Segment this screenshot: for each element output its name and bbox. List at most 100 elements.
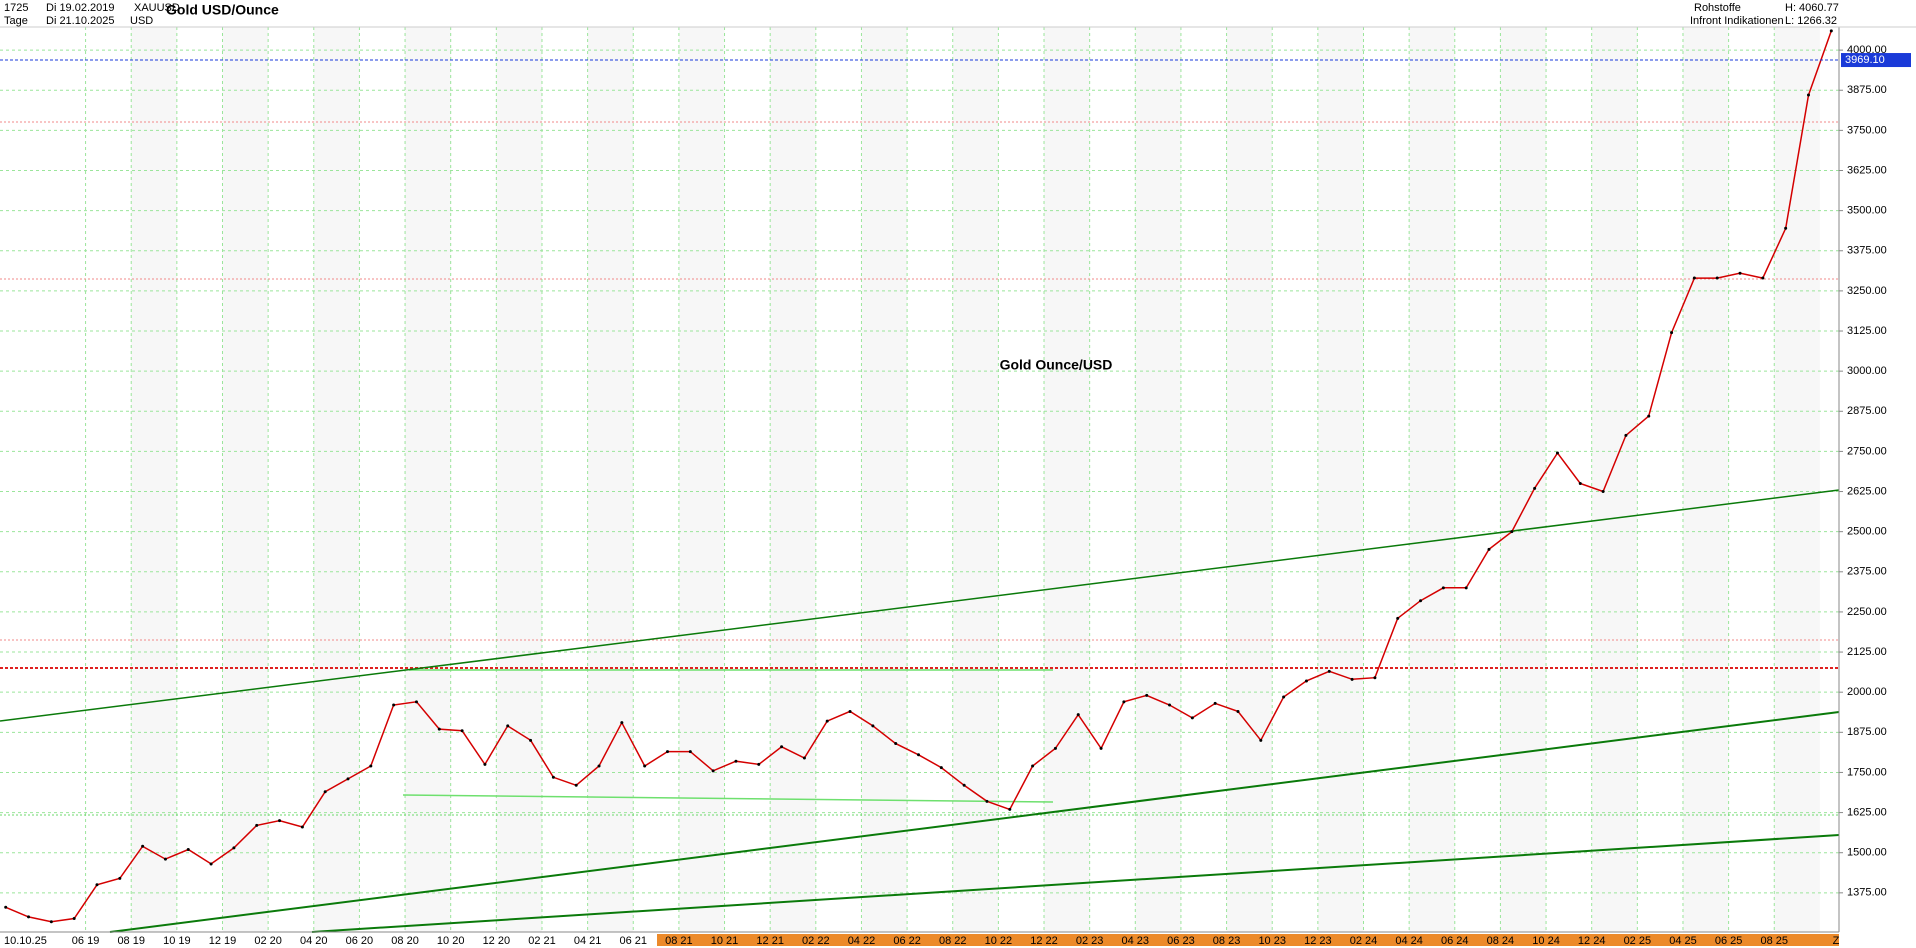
x-tick-label: 06 23 xyxy=(1167,935,1195,947)
x-tick-label: 02 22 xyxy=(802,935,830,947)
x-tick-label: 08 23 xyxy=(1213,935,1241,947)
price-point xyxy=(757,762,761,766)
price-point xyxy=(1190,716,1194,720)
price-point xyxy=(1784,226,1788,230)
annotation: Gold Ounce/USD xyxy=(1000,357,1113,373)
price-point xyxy=(1213,701,1217,705)
x-tick-label: 06 21 xyxy=(619,935,647,947)
header-name: Gold USD/Ounce xyxy=(166,2,279,18)
price-point xyxy=(1647,414,1651,418)
x-tick-label: 04 24 xyxy=(1395,935,1423,947)
price-point xyxy=(460,729,464,733)
current-price-label: 3969.10 xyxy=(1845,54,1885,66)
x-tick-label: 02 25 xyxy=(1624,935,1652,947)
band xyxy=(313,27,360,932)
x-tick-label: 06 20 xyxy=(346,935,374,947)
price-point xyxy=(551,775,555,779)
session-bar xyxy=(657,934,1839,946)
band xyxy=(952,27,999,932)
band xyxy=(496,27,542,932)
price-point xyxy=(1715,276,1719,280)
y-tick-label: 2750.00 xyxy=(1847,445,1887,457)
price-point xyxy=(95,883,99,887)
price-point xyxy=(506,724,510,728)
header-source: Infront Indikationen xyxy=(1690,15,1784,27)
header-group: Rohstoffe xyxy=(1694,2,1741,14)
x-tick-label: 02 21 xyxy=(528,935,556,947)
price-point xyxy=(1236,709,1240,713)
x-tick-label: 12 20 xyxy=(483,935,511,947)
x-tick-label: 04 23 xyxy=(1122,935,1150,947)
y-tick-label: 3625.00 xyxy=(1847,164,1887,176)
price-point xyxy=(4,905,8,909)
grid xyxy=(0,27,1839,932)
price-point xyxy=(163,857,167,861)
y-tick-label: 1750.00 xyxy=(1847,766,1887,778)
x-tick-label: 06 25 xyxy=(1715,935,1743,947)
x-tick-label: 02 20 xyxy=(254,935,282,947)
price-point xyxy=(255,823,259,827)
band xyxy=(131,27,177,932)
x-tick-label: 06 22 xyxy=(893,935,921,947)
bands xyxy=(131,27,1820,932)
price-point xyxy=(209,862,213,866)
y-tick-label: 4000.00 xyxy=(1847,44,1887,56)
price-point xyxy=(118,876,122,880)
price-point xyxy=(1076,713,1080,717)
x-tick-label: 08 25 xyxy=(1760,935,1788,947)
y-tick-label: 3875.00 xyxy=(1847,84,1887,96)
band xyxy=(1682,27,1729,932)
band xyxy=(1226,27,1273,932)
price-point xyxy=(871,724,875,728)
price-point xyxy=(1464,586,1468,590)
price-point xyxy=(27,915,31,919)
header-low: L: 1266.32 xyxy=(1785,15,1837,27)
price-point xyxy=(1578,482,1582,486)
price-point xyxy=(1168,703,1172,707)
price-point xyxy=(529,738,533,742)
price-point xyxy=(483,762,487,766)
x-tick-label: 10 23 xyxy=(1258,935,1286,947)
price-point xyxy=(1670,331,1674,335)
price-point xyxy=(1373,676,1377,680)
price-point xyxy=(802,756,806,760)
price-point xyxy=(300,825,304,829)
price-point xyxy=(141,844,145,848)
price-point xyxy=(1601,490,1605,494)
y-tick-label: 3375.00 xyxy=(1847,245,1887,257)
x-tick-label: 10 19 xyxy=(163,935,191,947)
x-tick-label: 02 23 xyxy=(1076,935,1104,947)
price-point xyxy=(1624,433,1628,437)
x-tick-label: 04 21 xyxy=(574,935,602,947)
x-tick-label: 12 21 xyxy=(756,935,784,947)
price-point xyxy=(597,764,601,768)
price-point xyxy=(1761,276,1765,280)
price-point xyxy=(1099,746,1103,750)
price-point xyxy=(323,790,327,794)
header-count: 1725 xyxy=(4,2,28,14)
price-point xyxy=(825,719,829,723)
price-point xyxy=(574,783,578,787)
price-point xyxy=(414,700,418,704)
band xyxy=(222,27,269,932)
price-point xyxy=(232,846,236,850)
price-point xyxy=(1692,276,1696,280)
price-point xyxy=(917,753,921,757)
price-point xyxy=(1282,695,1286,699)
price-point xyxy=(688,750,692,754)
x-tick-label: 06 24 xyxy=(1441,935,1469,947)
price-point xyxy=(1738,271,1742,275)
trend-line xyxy=(109,711,1840,933)
price-point xyxy=(711,769,715,773)
price-point xyxy=(369,764,373,768)
price-point xyxy=(1441,586,1445,590)
trend-line xyxy=(311,834,1840,933)
price-point xyxy=(1510,530,1514,534)
header-high: H: 4060.77 xyxy=(1785,2,1839,14)
band xyxy=(1409,27,1455,932)
header-period: Tage xyxy=(4,15,28,27)
price-point xyxy=(780,745,784,749)
x-tick-label: 08 21 xyxy=(665,935,693,947)
y-tick-label: 2500.00 xyxy=(1847,526,1887,538)
